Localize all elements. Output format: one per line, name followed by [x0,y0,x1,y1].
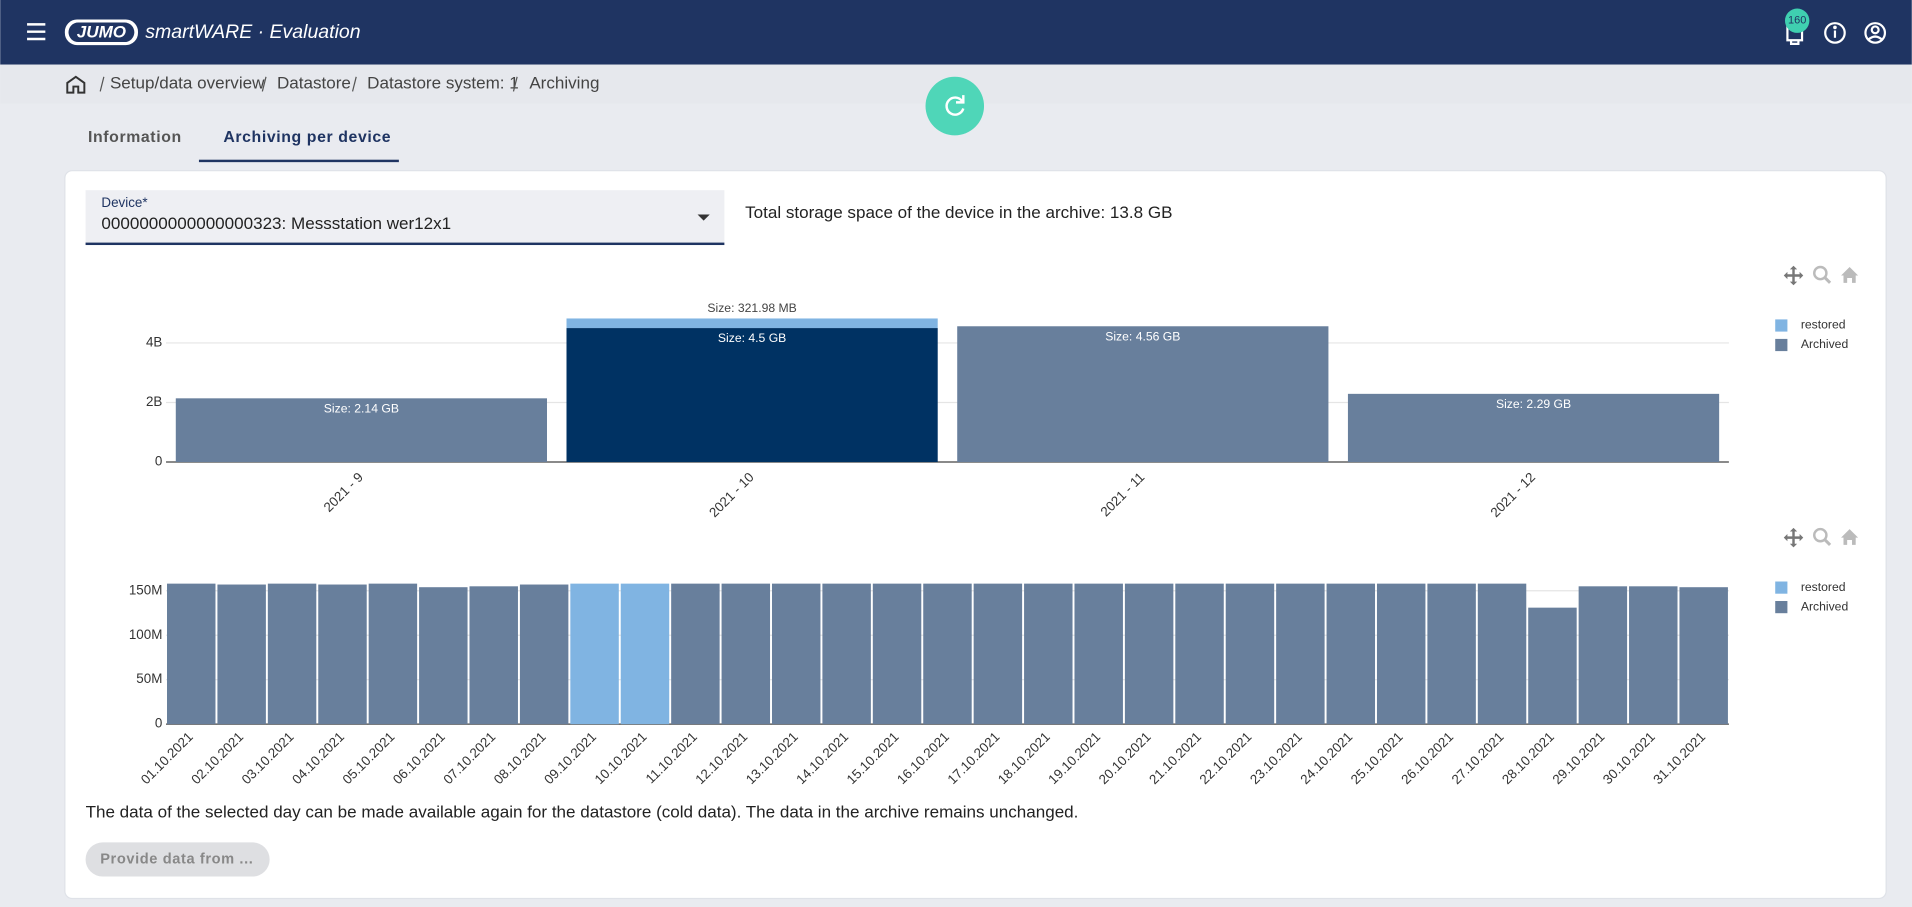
note: The data of the selected day can be made… [86,803,1079,822]
logo-inner [68,22,135,43]
device-select[interactable] [85,190,725,244]
device-label: Device* [101,195,147,210]
bar [1347,393,1720,463]
value-label: Size: 4.5 GB [718,331,786,345]
bar [419,587,468,725]
bar [671,583,720,725]
bar [566,328,938,463]
value-label: Size: 321.98 MB [707,301,796,315]
y-tick-label: 150M [129,582,163,597]
bar [1528,607,1577,725]
menu-button[interactable] [27,23,46,41]
bar [217,584,266,725]
bar [1276,583,1325,725]
y-tick-label: 50M [136,671,162,686]
y-tick-label: 0 [155,454,162,469]
account-button[interactable] [1864,22,1887,44]
reset-icon[interactable] [1841,266,1859,283]
zoom-icon[interactable] [1813,527,1832,547]
legend-swatch[interactable] [1775,601,1788,614]
provide-button-label: Provide data from ... [100,851,253,867]
provide-button[interactable] [85,842,270,877]
total-storage: Total storage space of the device in the… [745,203,1172,222]
legend-swatch[interactable] [1775,581,1788,594]
pan-icon[interactable] [1783,265,1804,286]
value-label: Size: 2.29 GB [1496,397,1571,411]
select-underline [85,242,725,246]
y-tick-label: 0 [155,716,162,731]
value-label: Size: 2.14 GB [324,402,399,416]
bar [1074,583,1123,725]
bar [1477,583,1527,725]
bar [469,586,518,725]
bar [1326,583,1376,725]
app-name: smartWARE · Evaluation [145,21,360,43]
notification-count: 160 [1788,15,1806,27]
bar [1124,583,1174,725]
legend-swatch[interactable] [1775,338,1788,352]
pan-icon[interactable] [1783,527,1804,548]
card [64,170,1887,900]
bar [923,583,972,725]
separator [261,76,267,92]
bar [620,583,670,725]
modebar [1783,265,1859,548]
breadcrumb-item[interactable]: Setup/data overview [110,74,265,93]
bar [368,583,418,725]
bar [566,318,938,329]
breadcrumb-item: Archiving [529,74,599,93]
notifications-button[interactable]: 160 [1784,8,1810,45]
bar [175,398,547,463]
bar [771,583,821,725]
y-tick-label: 2B [146,394,162,409]
breadcrumb-item[interactable]: Datastore system: 1 [367,74,519,93]
bar [318,584,367,725]
bar [872,583,922,725]
bar [1427,583,1476,725]
info-button[interactable] [1824,22,1846,44]
legend-label: Archived [1801,599,1848,613]
value-label: Size: 4.56 GB [1105,329,1180,343]
select-caret [697,214,710,221]
device-value: 0000000000000000323: Messstation wer12x1 [101,214,451,233]
separator [512,76,518,92]
tab-indicator [198,159,399,163]
bar [1578,586,1628,725]
bar [519,584,569,725]
legend-swatch[interactable] [1775,319,1788,332]
header-bar [0,0,1912,65]
bar [957,326,1329,463]
bar [822,583,871,725]
tab-active[interactable]: Archiving per device [223,129,391,146]
legend-label: Archived [1801,337,1848,351]
legend-label: restored [1801,318,1846,332]
bar [1376,583,1426,725]
bar [167,583,216,725]
zoom-icon[interactable] [1813,265,1832,284]
bar [267,583,317,725]
legend-label: restored [1801,580,1846,594]
bar [1024,583,1073,725]
bar [1629,586,1678,725]
home-icon[interactable] [66,75,86,94]
brand: JUMO [77,22,126,41]
bar [973,583,1023,725]
bar [570,583,619,725]
refresh-button[interactable] [925,76,985,136]
separator [99,76,105,92]
breadcrumb-item[interactable]: Datastore [277,74,351,93]
bar [721,583,771,725]
separator [351,76,357,92]
bar [1225,583,1275,725]
refresh-icon [945,95,965,116]
tab[interactable]: Information [88,129,182,146]
reset-icon[interactable] [1841,529,1859,545]
y-tick-label: 100M [129,627,163,642]
y-tick-label: 4B [146,334,162,349]
bar [1175,583,1224,725]
bar [1679,587,1728,725]
